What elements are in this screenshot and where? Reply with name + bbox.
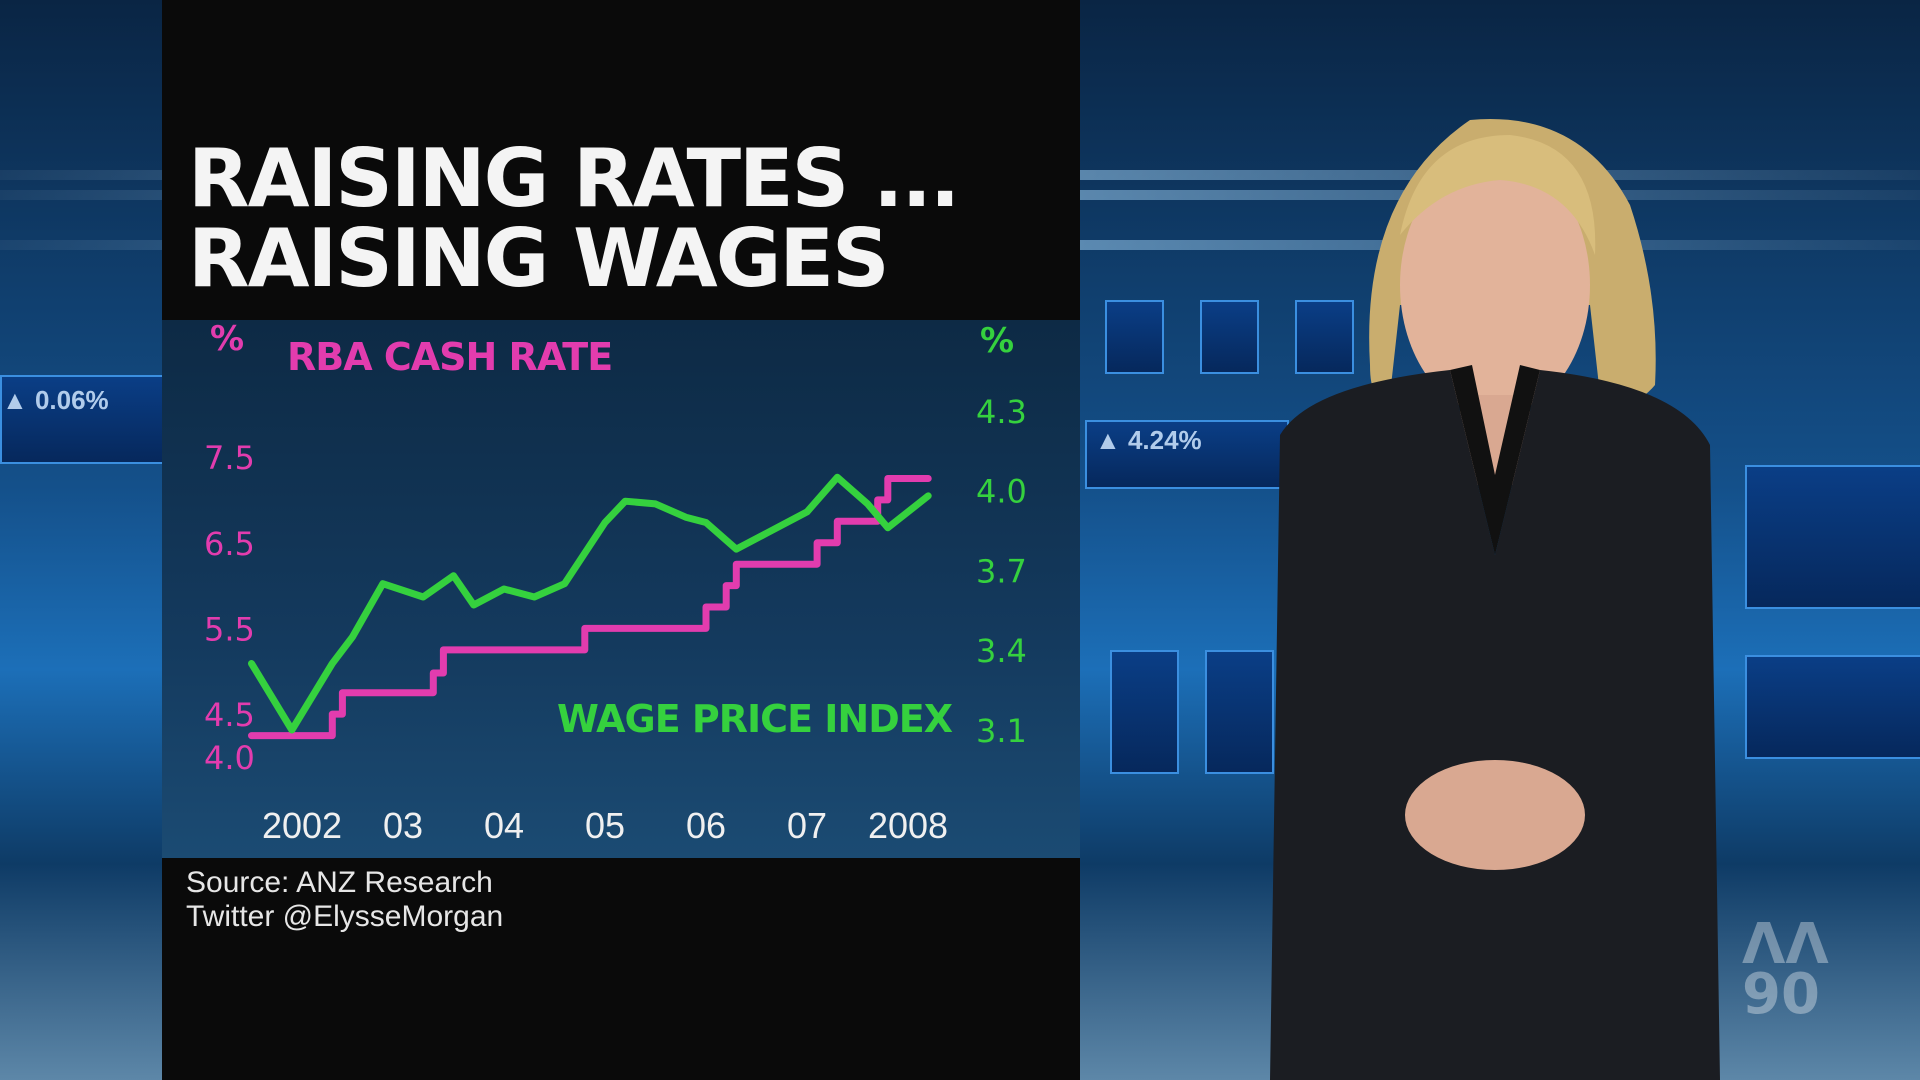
right-tick-label: 3.4	[976, 632, 1027, 670]
chart-area: % 7.5 6.5 5.5 4.5 4.0% 4.3 4.0 3.7 3.4 3.1 2002 03 04…	[162, 320, 1080, 858]
x-tick-label: 2002	[262, 805, 342, 846]
studio-screen	[1110, 650, 1179, 774]
right-tick-label: 3.7	[976, 552, 1027, 590]
left-axis-unit: %	[210, 320, 244, 359]
cash-rate-line	[248, 475, 932, 740]
x-tick-label: 07	[787, 805, 827, 846]
studio-screen	[1745, 655, 1920, 759]
left-tick-label: 6.5	[204, 525, 255, 563]
right-tick-label: 3.1	[976, 712, 1027, 750]
studio-screen	[1105, 300, 1164, 374]
x-tick-label: 2008	[868, 805, 948, 846]
studio-screen	[1745, 465, 1920, 609]
line-chart: % 7.5 6.5 5.5 4.5 4.0% 4.3 4.0 3.7 3.4 3.1 2002 03 04…	[204, 320, 1027, 846]
headline-line-2: RAISING WAGES	[188, 212, 890, 305]
left-tick-label: 4.5	[204, 696, 255, 734]
wage-index-line	[248, 473, 932, 734]
left-tick-label: 7.5	[204, 439, 255, 477]
right-tick-label: 4.3	[976, 393, 1027, 431]
abc-logo: ΛΛ 90	[1742, 912, 1829, 1027]
twitter-handle: Twitter @ElysseMorgan	[186, 900, 504, 933]
presenter	[1270, 119, 1720, 1080]
studio-screen	[0, 375, 164, 464]
left-tick-label: 5.5	[204, 610, 255, 648]
studio-ticker: ▲ 4.24%	[1095, 425, 1202, 455]
left-tick-label: 4.0	[204, 739, 255, 777]
cash-rate-label: RBA CASH RATE	[287, 335, 612, 379]
x-tick-label: 05	[585, 805, 625, 846]
wage-index-label: WAGE PRICE INDEX	[557, 697, 953, 741]
studio-screen	[1205, 650, 1274, 774]
right-tick-label: 4.0	[976, 473, 1027, 511]
x-tick-label: 06	[686, 805, 726, 846]
studio-screen	[1085, 420, 1289, 489]
studio-screen	[1200, 300, 1259, 374]
studio-ticker: ▲ 0.06%	[2, 385, 109, 415]
source-text: Source: ANZ Research	[186, 866, 493, 899]
right-axis-unit: %	[980, 321, 1014, 361]
x-tick-label: 03	[383, 805, 423, 846]
headline-line-1: RAISING RATES ...	[188, 132, 960, 225]
x-tick-label: 04	[484, 805, 524, 846]
studio-screen	[1295, 300, 1354, 374]
